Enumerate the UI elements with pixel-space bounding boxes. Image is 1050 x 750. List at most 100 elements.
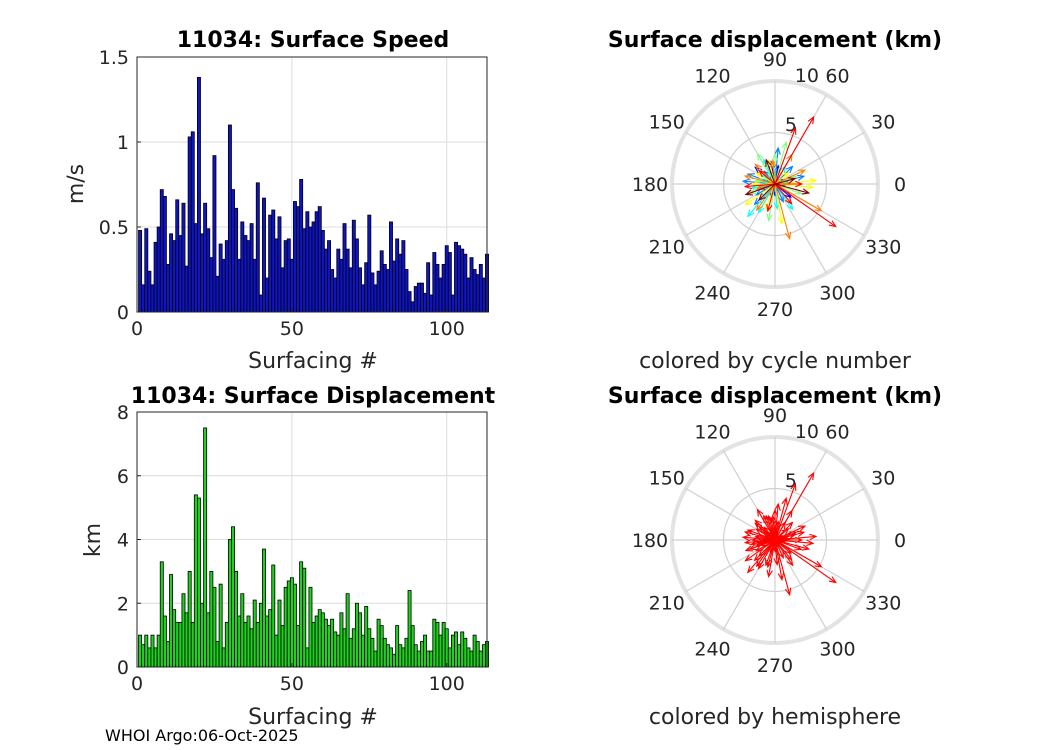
bar <box>367 628 372 668</box>
bar <box>466 277 471 313</box>
bar <box>429 294 434 313</box>
footer-credit: WHOI Argo:06-Oct-2025 <box>105 726 299 745</box>
bar <box>162 195 167 313</box>
bar <box>299 561 304 668</box>
bar <box>190 131 195 313</box>
bar <box>172 609 177 668</box>
bar <box>147 647 152 668</box>
bar <box>457 644 462 668</box>
angle-label: 180 <box>632 530 668 552</box>
y-tick-label: 0 <box>117 657 129 679</box>
bar <box>178 621 183 668</box>
bar <box>252 258 257 313</box>
angle-label: 150 <box>649 112 685 134</box>
bar <box>327 240 331 313</box>
bar <box>311 221 316 313</box>
bar <box>200 233 204 313</box>
bar <box>283 240 288 313</box>
bar <box>317 609 322 668</box>
bar <box>293 583 297 668</box>
bar <box>379 250 384 313</box>
bar <box>184 612 189 668</box>
displacement-arrow <box>765 158 776 185</box>
angle-label: 90 <box>763 49 787 71</box>
bar <box>296 206 301 313</box>
bar <box>283 586 288 668</box>
displacement-arrow <box>743 530 776 541</box>
angle-label: 0 <box>894 530 906 552</box>
bar <box>364 606 369 668</box>
bar <box>342 223 347 313</box>
bar <box>255 182 260 313</box>
bar <box>336 248 341 313</box>
angle-label: 210 <box>649 593 685 615</box>
bar <box>392 653 397 668</box>
bar <box>227 124 232 313</box>
displacement-arrow <box>774 177 818 185</box>
polar-caption: colored by cycle number <box>639 349 912 374</box>
displacement-arrow <box>774 471 815 541</box>
bar <box>203 427 208 668</box>
displacement-arrow <box>774 539 815 546</box>
bar <box>184 265 189 313</box>
bar <box>447 647 452 668</box>
displacement-arrow <box>774 177 797 185</box>
bar <box>265 277 270 313</box>
bar <box>410 301 415 313</box>
displacement-arrow <box>774 169 807 185</box>
bar <box>454 631 458 668</box>
polar-spoke <box>774 487 865 541</box>
bar <box>460 631 465 668</box>
angle-label: 90 <box>763 405 787 427</box>
angle-label: 30 <box>871 112 895 134</box>
bar <box>144 228 149 313</box>
displacement-arrow <box>756 508 776 541</box>
bar <box>460 248 465 313</box>
bar <box>227 539 232 668</box>
bar <box>342 628 347 668</box>
bar <box>255 621 260 668</box>
bar <box>438 277 443 313</box>
bar <box>209 570 214 668</box>
bar <box>407 291 412 313</box>
bar <box>361 634 366 668</box>
bar <box>218 583 223 668</box>
bar <box>187 136 192 313</box>
bar <box>376 270 381 313</box>
bar <box>262 197 266 313</box>
bar <box>404 637 409 668</box>
bar <box>234 207 239 313</box>
bar <box>367 214 372 313</box>
bar <box>156 226 161 313</box>
bar <box>401 240 406 313</box>
bar <box>302 567 307 668</box>
bar <box>407 590 412 668</box>
bar <box>441 621 446 668</box>
bar <box>169 233 174 313</box>
bar <box>392 260 397 313</box>
bar <box>286 580 291 668</box>
bar <box>274 634 279 668</box>
bar <box>178 235 183 313</box>
bar <box>435 263 440 313</box>
bar <box>450 634 455 668</box>
radius-label: 10 <box>795 421 819 443</box>
y-tick-label: 1.5 <box>99 47 129 69</box>
bar <box>441 263 446 313</box>
bar <box>252 599 257 668</box>
bar <box>404 269 409 313</box>
displacement-arrow <box>757 183 776 202</box>
bar <box>370 272 375 313</box>
angle-label: 0 <box>894 174 906 196</box>
bar <box>212 586 217 668</box>
bar <box>420 641 424 668</box>
bar <box>258 602 263 668</box>
bar <box>469 257 474 313</box>
bar <box>144 634 149 668</box>
y-tick-label: 1 <box>117 132 129 154</box>
angle-label: 240 <box>694 638 730 660</box>
displacement-arrow <box>774 533 818 541</box>
bar <box>314 615 319 668</box>
bar <box>429 650 434 668</box>
bar <box>475 274 480 313</box>
